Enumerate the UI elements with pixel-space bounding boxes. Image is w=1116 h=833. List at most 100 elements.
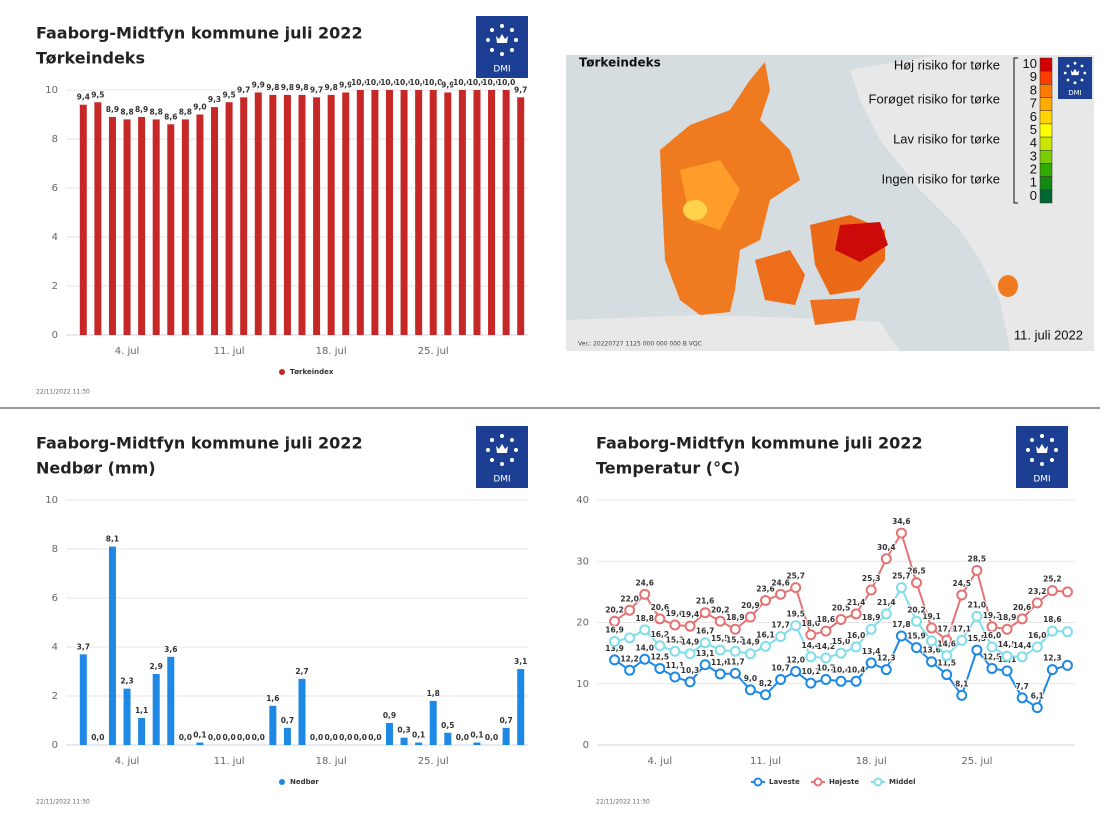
bar [444,92,452,335]
point [956,589,968,601]
data-label: 9,9 [252,80,265,89]
dry-area [683,200,707,220]
bar [473,90,481,335]
y-tick-label: 0 [583,740,589,751]
point [714,668,726,680]
point [880,608,892,620]
point [790,582,802,594]
point [775,631,787,643]
data-label: 1,1 [135,706,148,715]
data-label: 10,0 [380,78,399,87]
bar [517,669,525,745]
data-label: 28,5 [968,554,987,563]
data-label: 9,7 [310,85,323,94]
bar [196,742,204,745]
point [744,611,756,623]
bar [123,688,131,745]
data-label: 17,7 [771,621,790,630]
x-tick-label: 11. jul [750,756,781,767]
data-label: 14,6 [937,640,956,649]
point [865,657,877,669]
y-tick-label: 6 [52,593,58,604]
data-label: 18,6 [1043,615,1062,624]
bar [415,742,423,745]
bar [502,727,510,745]
data-label: 10,0 [468,78,487,87]
bar [79,104,87,335]
data-label: 0,0 [252,733,265,742]
data-label: 7,7 [1016,682,1029,691]
bar [371,90,379,335]
data-label: 10,0 [351,78,370,87]
chart-subtitle: Tørkeindeks [36,49,145,68]
data-label: 0,0 [91,733,104,742]
point [1031,641,1043,653]
point [1031,597,1043,609]
data-label: 0,5 [441,721,454,730]
data-label: 0,0 [456,733,469,742]
point [910,615,922,627]
data-label: 2,9 [150,662,163,671]
data-label: 9,8 [281,83,294,92]
data-label: 14,5 [998,640,1017,649]
logo-text: DMI [1033,475,1050,485]
bar [400,737,408,745]
scale-label: 0 [1030,188,1037,203]
data-label: 0,0 [237,733,250,742]
data-label: 20,6 [1013,603,1032,612]
data-label: 8,8 [120,107,133,116]
point [639,624,651,636]
data-label: 9,8 [325,83,338,92]
scale-cell [1039,176,1053,191]
data-label: 0,0 [354,733,367,742]
risk-label: Forøget risiko for tørke [869,91,1000,106]
legend-marker [753,777,763,787]
bar [108,546,116,745]
x-tick-label: 25. jul [961,756,992,767]
data-label: 11,7 [726,657,745,666]
data-label: 25,2 [1043,575,1062,584]
point [654,640,666,652]
data-label: 8,9 [106,105,119,114]
data-label: 9,3 [208,95,221,104]
point [820,673,832,685]
data-label: 21,4 [847,598,866,607]
data-label: 0,3 [397,726,410,735]
data-label: 12,2 [620,654,639,663]
data-label: 34,6 [892,517,911,526]
data-label: 18,9 [998,613,1017,622]
bar [473,742,481,745]
data-label: 16,0 [847,631,866,640]
data-label: 14,4 [1013,641,1032,650]
legend-label: Tørkeindex [290,368,334,376]
point [850,641,862,653]
data-label: 15,3 [666,635,685,644]
map-date: 11. juli 2022 [1014,327,1083,342]
point [941,650,953,662]
funen [755,250,805,305]
data-label: 10,1 [802,667,821,676]
data-label: 1,8 [427,689,440,698]
point [910,577,922,589]
data-label: 14,9 [681,638,700,647]
point [986,621,998,633]
data-label: 21,6 [696,597,715,606]
point [624,664,636,676]
point [910,642,922,654]
data-label: 0,0 [339,733,352,742]
data-label: 23,2 [1028,587,1047,596]
point [1061,626,1073,638]
data-label: 15,9 [907,632,926,641]
data-label: 23,6 [756,584,775,593]
data-label: 16,0 [1028,631,1047,640]
sweden [850,55,1094,351]
bar [167,124,175,335]
legend-marker [813,777,823,787]
point [609,615,621,627]
point [669,671,681,683]
bar [152,119,160,336]
data-label: 25,7 [786,572,805,581]
data-label: 10,7 [771,663,790,672]
point [971,644,983,656]
data-label: 10,0 [453,78,472,87]
